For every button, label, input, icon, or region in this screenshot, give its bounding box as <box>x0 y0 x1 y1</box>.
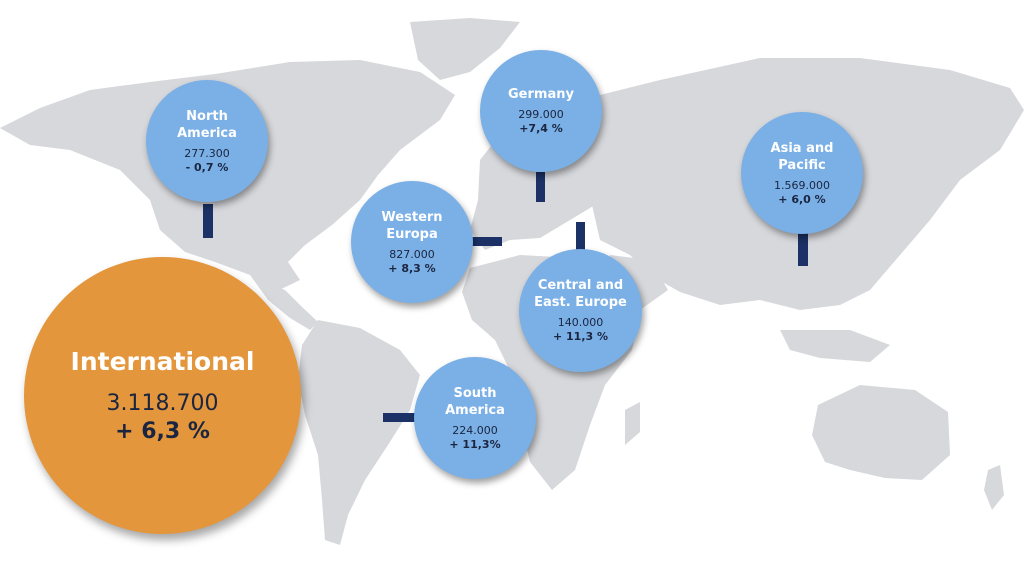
region-value: 827.000 <box>389 247 435 261</box>
region-name: North America <box>177 108 237 141</box>
region-value: 140.000 <box>557 316 604 329</box>
region-value: 299.000 <box>518 108 564 121</box>
connector-north-america <box>203 204 213 238</box>
region-name: Western Europa <box>381 209 443 242</box>
region-name: South America <box>445 385 505 418</box>
connector-germany <box>536 172 545 202</box>
connector-central-east-europe <box>576 222 585 250</box>
landmass-japan <box>878 185 908 240</box>
connector-western-europa <box>472 237 502 246</box>
region-change: + 11,3% <box>449 437 501 451</box>
bubble-western-europa: Western Europa 827.000 + 8,3 % <box>351 181 473 303</box>
bubble-asia-pacific: Asia and Pacific 1.569.000 + 6,0 % <box>741 112 863 234</box>
landmass-central-america <box>250 275 318 330</box>
region-name: Asia and Pacific <box>770 140 834 173</box>
landmass-south-america <box>298 320 420 545</box>
international-name: International <box>70 346 255 376</box>
landmass-southeast-asia <box>780 330 890 362</box>
international-value: 3.118.700 <box>106 390 219 416</box>
region-name: Germany <box>508 87 574 102</box>
connector-asia-pacific <box>798 232 808 266</box>
region-change: + 11,3 % <box>552 330 609 343</box>
region-change: + 6,0 % <box>778 192 826 206</box>
bubble-germany: Germany 299.000 +7,4 % <box>480 50 602 172</box>
landmass-madagascar <box>625 402 640 445</box>
region-change: + 8,3 % <box>388 261 436 275</box>
landmass-australia <box>812 385 950 480</box>
region-value: 277.300 <box>184 146 230 160</box>
region-change: +7,4 % <box>519 122 563 135</box>
bubble-central-east-europe: Central and East. Europe 140.000 + 11,3 … <box>519 249 642 372</box>
landmass-greenland <box>410 18 520 80</box>
region-name: Central and East. Europe <box>534 278 627 310</box>
landmass-new-zealand <box>984 465 1004 510</box>
bubble-north-america: North America 277.300 - 0,7 % <box>146 80 268 202</box>
region-change: - 0,7 % <box>185 160 229 174</box>
connector-south-america <box>383 413 415 422</box>
bubble-south-america: South America 224.000 + 11,3% <box>414 357 536 479</box>
international-change: + 6,3 % <box>115 418 210 444</box>
region-value: 1.569.000 <box>774 178 830 192</box>
bubble-international: International 3.118.700 + 6,3 % <box>24 257 301 534</box>
region-value: 224.000 <box>452 423 498 437</box>
